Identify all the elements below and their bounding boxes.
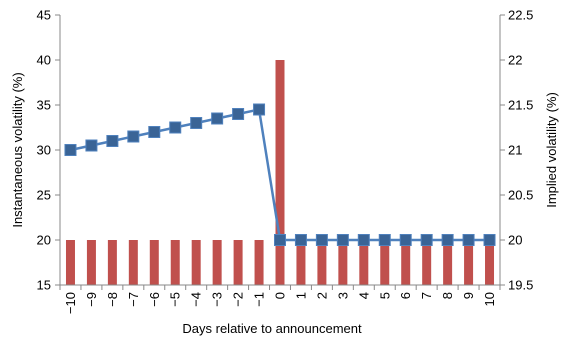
bar	[401, 240, 411, 285]
left-y-tick-label: 15	[37, 278, 51, 293]
x-tick-label: 6	[398, 292, 413, 299]
bar	[317, 240, 327, 285]
left-y-tick-label: 20	[37, 233, 51, 248]
left-y-axis-title: Instantaneous volatility (%)	[10, 72, 25, 227]
x-tick-label: 5	[377, 292, 392, 299]
x-tick-label: −5	[168, 292, 183, 307]
bar	[191, 240, 201, 285]
line-marker	[399, 234, 412, 246]
line-marker	[148, 126, 161, 138]
right-y-axis-title: Implied volatility (%)	[544, 92, 559, 208]
x-axis-title: Days relative to announcement	[182, 321, 362, 336]
left-y-tick-label: 40	[37, 53, 51, 68]
bar	[212, 240, 222, 285]
left-y-tick-label: 30	[37, 143, 51, 158]
line-marker	[315, 234, 328, 246]
right-y-tick-label: 20	[508, 233, 522, 248]
x-tick-label: −9	[84, 292, 99, 307]
line-marker	[64, 144, 77, 156]
x-tick-label: −1	[252, 292, 267, 307]
right-y-tick-label: 19.5	[508, 278, 533, 293]
line-marker	[378, 234, 391, 246]
line-marker	[483, 234, 496, 246]
line-marker	[169, 121, 182, 134]
left-y-tick-label: 45	[37, 8, 51, 23]
bar	[485, 240, 495, 285]
x-tick-label: 10	[482, 292, 497, 306]
x-tick-label: −10	[63, 292, 78, 314]
labels-layer: 1520253035404519.52020.52121.52222.5−10−…	[37, 8, 534, 315]
x-tick-label: 8	[440, 292, 455, 299]
x-tick-label: 2	[314, 292, 329, 299]
x-tick-label: −3	[210, 292, 225, 307]
x-tick-label: −4	[189, 292, 204, 307]
bar	[275, 60, 285, 285]
x-tick-label: −7	[126, 292, 141, 307]
line-marker	[294, 234, 307, 246]
x-tick-label: 1	[293, 292, 308, 299]
bar	[359, 240, 369, 285]
line-marker	[420, 234, 433, 246]
bar	[65, 240, 75, 285]
x-tick-label: −6	[147, 292, 162, 307]
bar	[464, 240, 474, 285]
line-marker	[253, 103, 266, 116]
line-marker	[274, 234, 286, 246]
bar	[380, 240, 390, 285]
right-y-tick-label: 22.5	[508, 8, 533, 23]
bar	[443, 240, 453, 285]
right-y-tick-label: 21	[508, 143, 522, 158]
line-marker	[357, 234, 370, 246]
x-tick-label: 3	[335, 292, 350, 299]
left-y-tick-label: 25	[37, 188, 51, 203]
line-layer	[64, 103, 496, 246]
bar	[233, 240, 243, 285]
line-marker	[85, 139, 98, 152]
x-tick-label: 9	[461, 292, 476, 299]
x-tick-label: −2	[231, 292, 246, 307]
bar	[86, 240, 96, 285]
x-tick-label: −8	[105, 292, 120, 307]
line-marker	[127, 130, 140, 143]
line-marker	[190, 117, 203, 129]
x-tick-label: 7	[419, 292, 434, 299]
bars-layer	[65, 60, 495, 285]
bar	[149, 240, 159, 285]
line-marker	[336, 234, 349, 246]
bar	[170, 240, 180, 285]
right-y-tick-label: 22	[508, 53, 522, 68]
line-marker	[462, 234, 475, 246]
bar	[422, 240, 432, 285]
line-marker	[106, 135, 119, 147]
bar	[254, 240, 264, 285]
line-marker	[232, 108, 245, 120]
x-tick-label: 0	[273, 292, 288, 299]
left-y-tick-label: 35	[37, 98, 51, 113]
axes-layer	[55, 14, 505, 290]
bar	[107, 240, 117, 285]
bar	[338, 240, 348, 285]
right-y-tick-label: 20.5	[508, 188, 533, 203]
right-y-tick-label: 21.5	[508, 98, 533, 113]
bar	[296, 240, 306, 285]
line-marker	[441, 234, 454, 246]
x-tick-label: 4	[356, 292, 371, 299]
bar	[128, 240, 138, 285]
line-marker	[211, 112, 224, 125]
